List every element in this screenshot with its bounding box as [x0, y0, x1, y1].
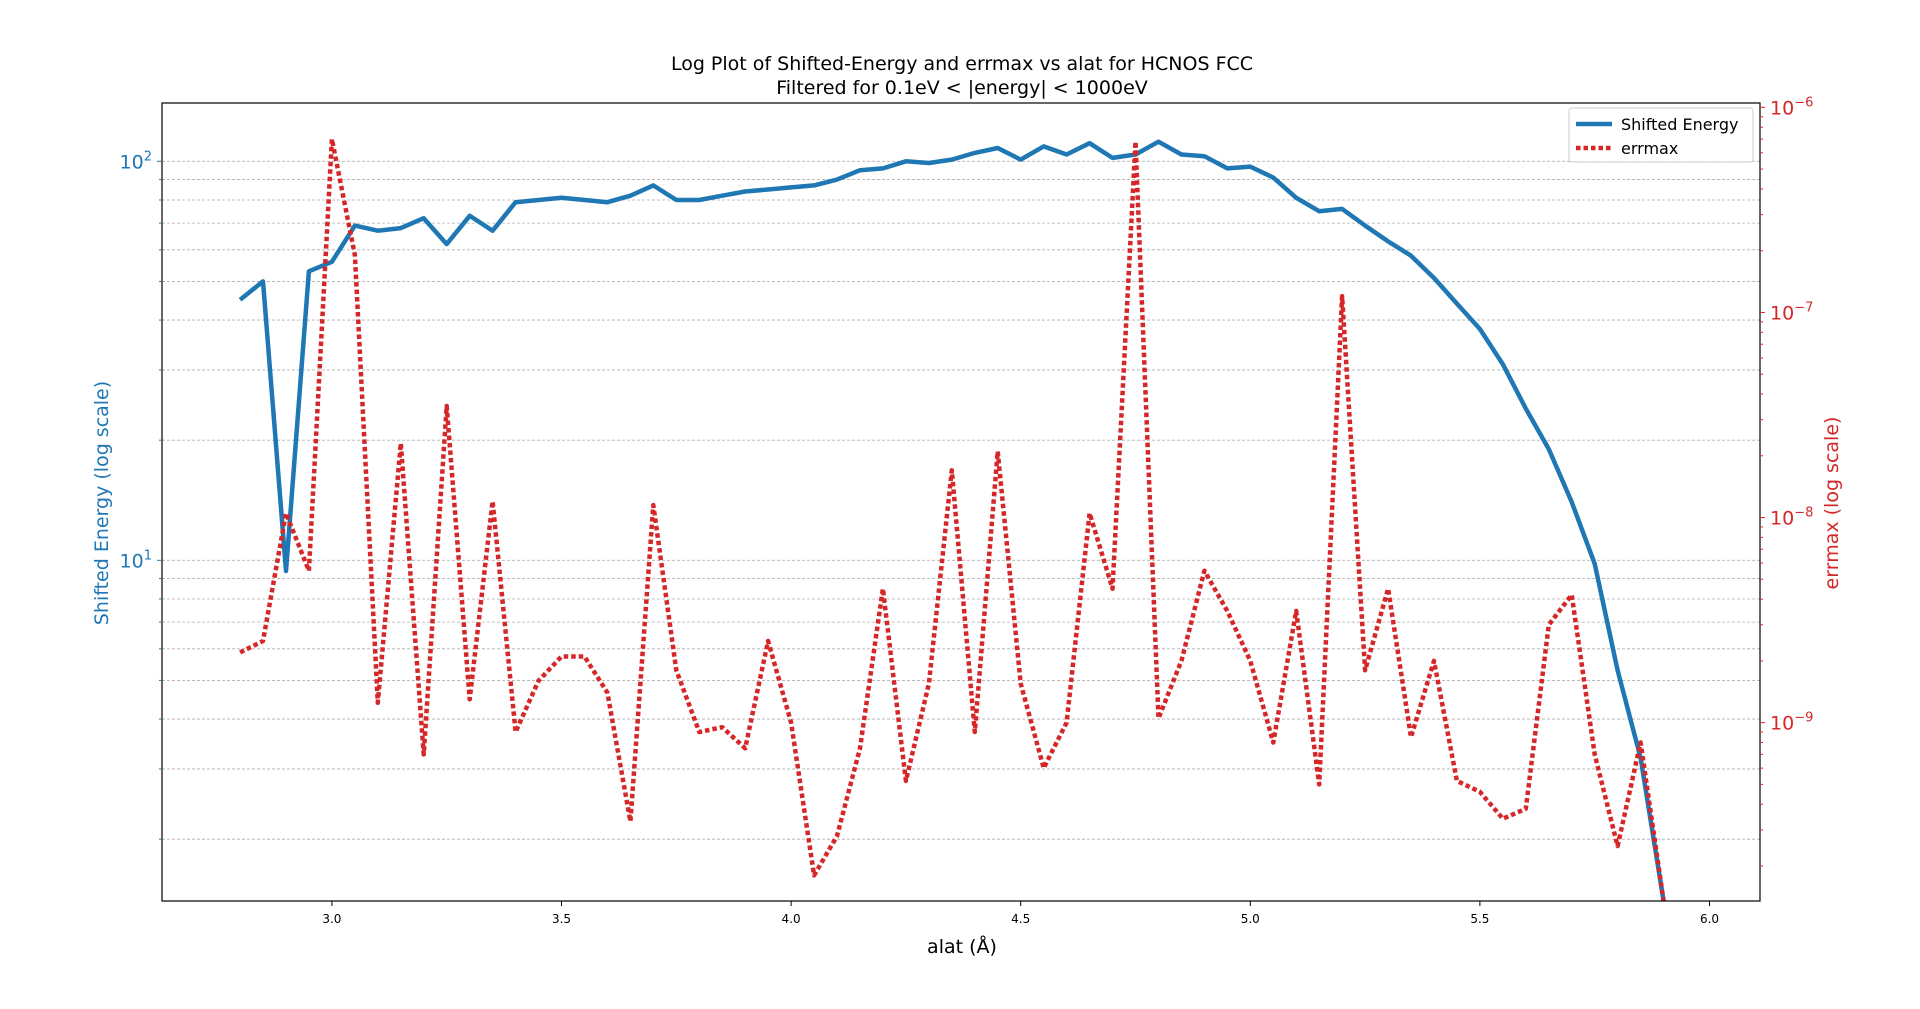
x-axis-label: alat (Å): [927, 935, 997, 958]
legend-label-errmax: errmax: [1621, 139, 1678, 158]
left-tick-label: 102: [120, 149, 152, 173]
chart-title: Log Plot of Shifted-Energy and errmax vs…: [671, 53, 1253, 75]
legend: Shifted Energy errmax: [1568, 107, 1754, 163]
plot-area: [238, 136, 1666, 902]
grid-lines: [162, 160, 1760, 840]
right-tick-label: 10−6: [1770, 95, 1813, 119]
legend-label-shifted-energy: Shifted Energy: [1621, 115, 1738, 134]
right-tick-label: 10−7: [1770, 300, 1813, 324]
x-tick-label: 6.0: [1700, 912, 1719, 926]
x-tick-label: 5.5: [1470, 912, 1489, 926]
right-tick-label: 10−9: [1770, 711, 1813, 735]
x-tick-label: 4.5: [1011, 912, 1030, 926]
right-tick-label: 10−8: [1770, 506, 1813, 530]
right-y-axis-label: errmax (log scale): [1821, 417, 1843, 590]
left-y-axis: 101 102: [120, 149, 162, 840]
left-y-axis-label: Shifted Energy (log scale): [91, 381, 113, 625]
x-tick-label: 4.0: [782, 912, 801, 926]
x-tick-label: 3.5: [552, 912, 571, 926]
chart-subtitle: Filtered for 0.1eV < |energy| < 1000eV: [776, 77, 1148, 99]
right-y-axis: 10−9 10−8 10−7 10−6: [1760, 95, 1813, 867]
legend-box: [1568, 107, 1754, 163]
series-line-errmax: [239, 136, 1666, 902]
x-tick-label: 3.0: [322, 912, 341, 926]
x-axis: 3.0 3.5 4.0 4.5 5.0 5.5 6.0: [322, 901, 1719, 926]
left-tick-label: 101: [120, 548, 152, 572]
x-tick-label: 5.0: [1241, 912, 1260, 926]
plot-frame: [161, 102, 1761, 902]
